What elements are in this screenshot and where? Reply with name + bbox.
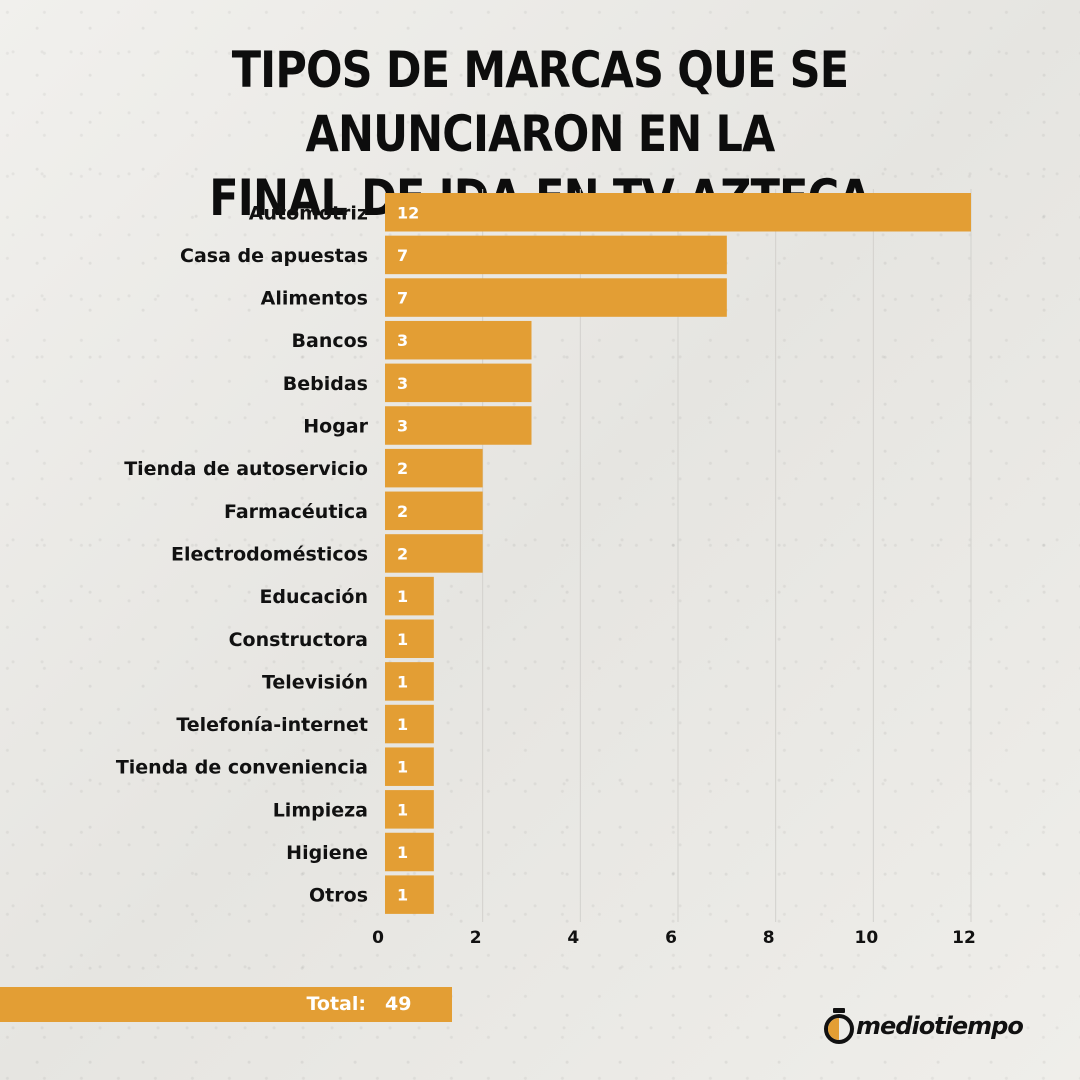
bar-0 <box>385 193 971 232</box>
title-line-1: TIPOS DE MARCAS QUE SE ANUNCIARON EN LA <box>231 41 849 163</box>
bar-16 <box>385 875 434 914</box>
category-label-10: Constructora <box>229 629 368 651</box>
x-tick-label-2: 4 <box>567 928 579 948</box>
x-tick-label-3: 6 <box>665 928 677 948</box>
mediotiempo-logo: mediotiempo <box>824 1004 1024 1048</box>
bar-4 <box>385 363 532 403</box>
stopwatch-icon <box>824 1008 854 1044</box>
bar-3 <box>385 320 532 360</box>
bar-value-label-2: 7 <box>397 289 408 308</box>
bar-12 <box>385 704 434 744</box>
bar-value-label-12: 1 <box>397 715 408 734</box>
category-label-6: Tienda de autoservicio <box>124 458 368 480</box>
bar-value-label-14: 1 <box>397 800 408 819</box>
bar-8 <box>385 534 483 573</box>
bar-value-label-15: 1 <box>397 843 408 862</box>
bar-14 <box>385 790 434 829</box>
total-label: Total: <box>306 993 366 1015</box>
category-label-15: Higiene <box>286 842 368 864</box>
bar-5 <box>385 406 532 445</box>
bar-10 <box>385 619 434 658</box>
bar-13 <box>385 747 434 786</box>
bar-2 <box>385 278 727 317</box>
bar-value-label-7: 2 <box>397 502 408 521</box>
bar-value-label-3: 3 <box>397 331 408 350</box>
bar-7 <box>385 491 483 531</box>
bar-value-label-10: 1 <box>397 630 408 649</box>
bar-11 <box>385 662 434 701</box>
total-bar: Total: 49 <box>0 987 452 1022</box>
x-tick-label-5: 10 <box>854 928 878 948</box>
bar-value-label-6: 2 <box>397 459 408 478</box>
bar-value-label-0: 12 <box>397 203 419 222</box>
category-label-4: Bebidas <box>283 373 368 395</box>
bar-value-label-16: 1 <box>397 886 408 905</box>
category-label-12: Telefonía-internet <box>176 714 368 736</box>
category-label-13: Tienda de conveniencia <box>116 757 368 779</box>
bar-value-label-5: 3 <box>397 417 408 436</box>
bar-value-label-9: 1 <box>397 587 408 606</box>
category-label-3: Bancos <box>292 330 368 352</box>
bar-15 <box>385 832 434 872</box>
bar-1 <box>385 235 727 275</box>
bar-value-label-1: 7 <box>397 246 408 265</box>
x-tick-label-1: 2 <box>470 928 482 948</box>
category-label-5: Hogar <box>303 416 368 438</box>
bar-6 <box>385 448 483 488</box>
bar-value-label-11: 1 <box>397 672 408 691</box>
category-label-0: Automotriz <box>249 202 368 224</box>
bar-value-label-13: 1 <box>397 758 408 777</box>
total-value: 49 <box>385 993 412 1015</box>
x-tick-label-6: 12 <box>952 928 976 948</box>
category-label-1: Casa de apuestas <box>180 245 368 267</box>
category-label-2: Alimentos <box>261 288 368 310</box>
bar-value-label-8: 2 <box>397 544 408 563</box>
bar-9 <box>385 576 434 616</box>
category-label-14: Limpieza <box>273 799 368 821</box>
category-label-16: Otros <box>309 885 368 907</box>
category-label-11: Televisión <box>262 671 368 693</box>
category-label-7: Farmacéutica <box>224 501 368 523</box>
logo-text: mediotiempo <box>856 1012 1024 1040</box>
category-label-9: Educación <box>259 586 368 608</box>
x-tick-label-4: 8 <box>763 928 775 948</box>
category-label-8: Electrodomésticos <box>171 543 368 565</box>
x-tick-label-0: 0 <box>372 928 384 948</box>
bar-value-label-4: 3 <box>397 374 408 393</box>
